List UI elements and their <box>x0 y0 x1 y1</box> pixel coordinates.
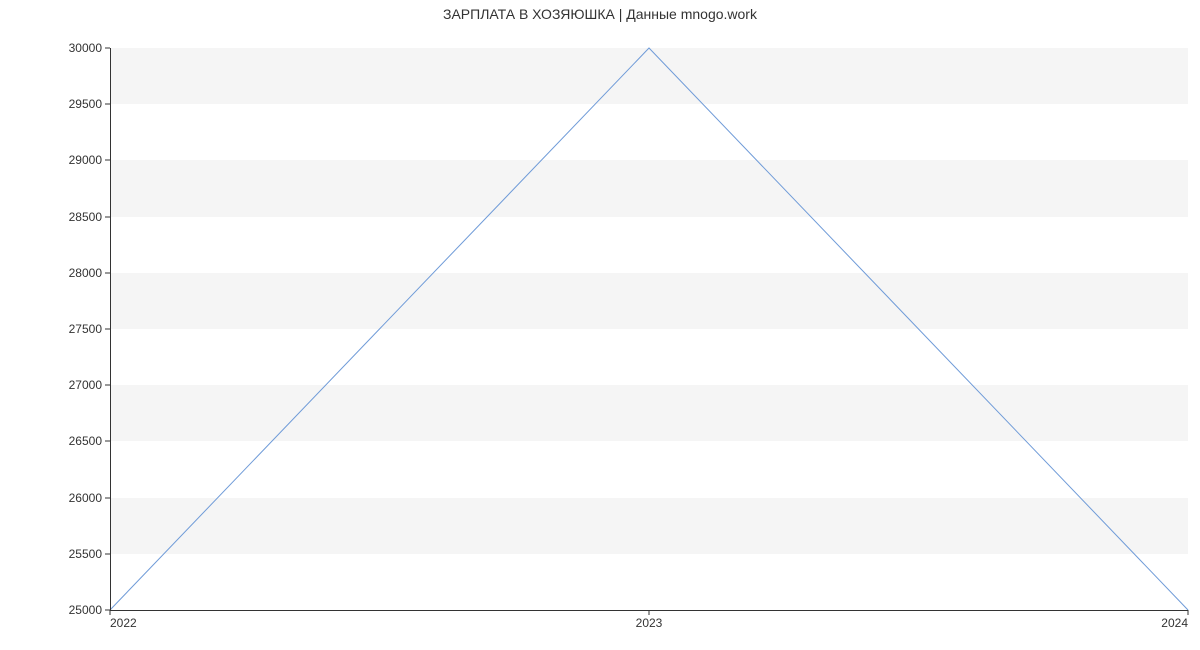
y-tick-label: 25500 <box>69 547 102 561</box>
series-line <box>110 48 1188 610</box>
line-layer <box>110 48 1188 610</box>
y-tick-mark <box>105 385 110 386</box>
y-tick-mark <box>105 553 110 554</box>
y-tick-mark <box>105 441 110 442</box>
y-tick-label: 27000 <box>69 378 102 392</box>
x-tick-label: 2022 <box>110 616 137 630</box>
x-tick-label: 2024 <box>1161 616 1188 630</box>
y-tick-label: 29000 <box>69 153 102 167</box>
y-tick-label: 27500 <box>69 322 102 336</box>
y-tick-label: 25000 <box>69 603 102 617</box>
chart-title: ЗАРПЛАТА В ХОЗЯЮШКА | Данные mnogo.work <box>0 6 1200 22</box>
chart-container: ЗАРПЛАТА В ХОЗЯЮШКА | Данные mnogo.work … <box>0 0 1200 650</box>
y-tick-mark <box>105 160 110 161</box>
y-tick-mark <box>105 329 110 330</box>
y-tick-label: 28500 <box>69 210 102 224</box>
y-tick-mark <box>105 216 110 217</box>
y-tick-label: 26000 <box>69 491 102 505</box>
plot-area: 2500025500260002650027000275002800028500… <box>110 48 1188 610</box>
x-tick-label: 2023 <box>636 616 663 630</box>
y-tick-mark <box>105 48 110 49</box>
y-tick-mark <box>105 497 110 498</box>
y-axis <box>110 48 111 610</box>
y-tick-label: 26500 <box>69 434 102 448</box>
x-tick-mark <box>1188 610 1189 615</box>
x-tick-mark <box>649 610 650 615</box>
y-tick-mark <box>105 272 110 273</box>
y-tick-mark <box>105 104 110 105</box>
x-tick-mark <box>110 610 111 615</box>
y-tick-label: 30000 <box>69 41 102 55</box>
y-tick-label: 29500 <box>69 97 102 111</box>
y-tick-label: 28000 <box>69 266 102 280</box>
